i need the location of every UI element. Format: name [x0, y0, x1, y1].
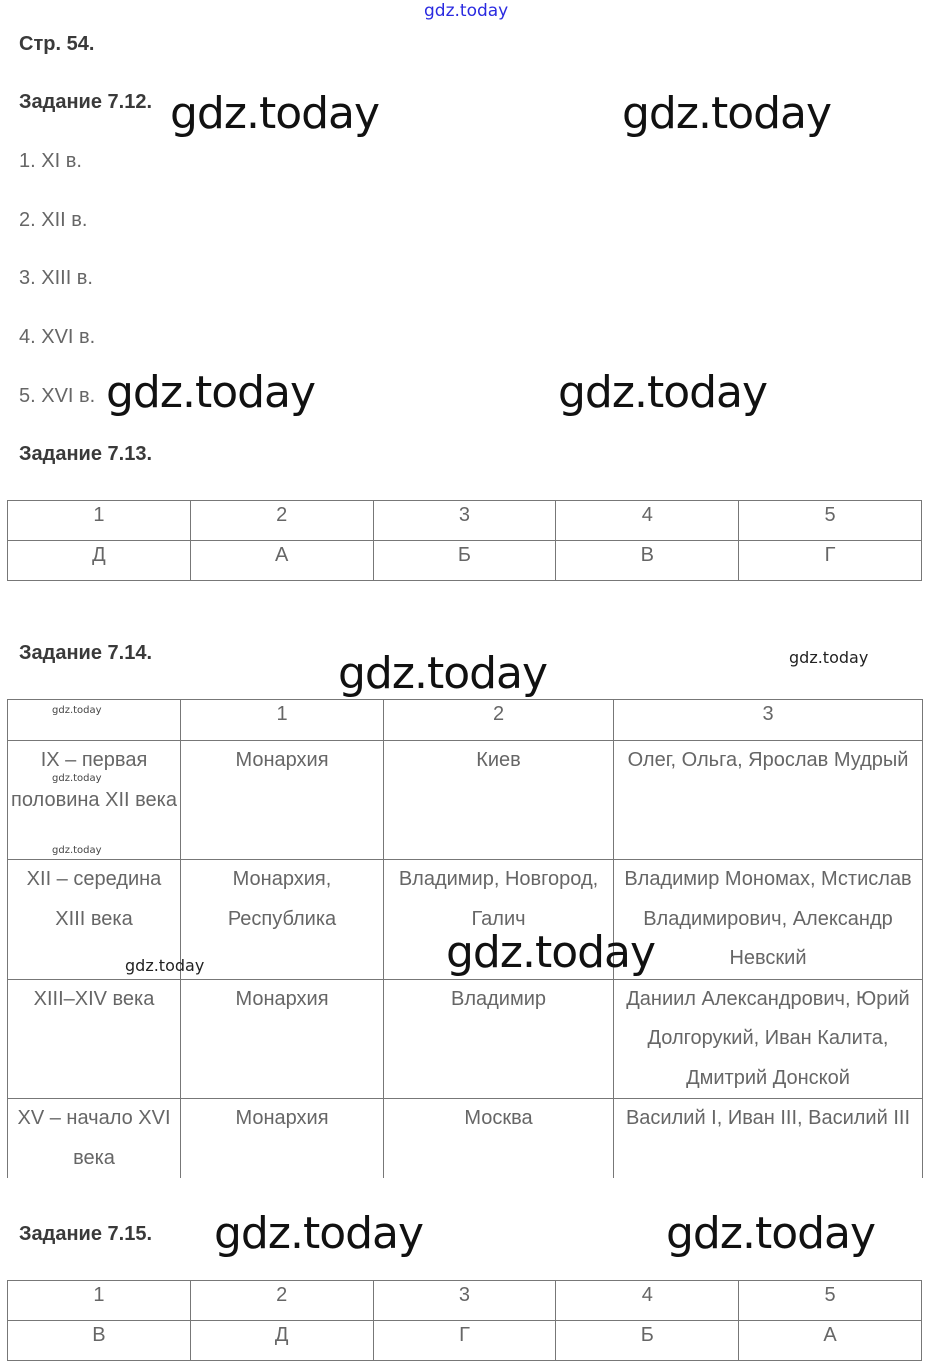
task-715-table: 1 2 3 4 5 В Д Г Б А [7, 1280, 922, 1361]
watermark: gdz.today [52, 845, 102, 856]
value-cell: Д [7, 540, 191, 581]
value-cell: Д [189, 1320, 374, 1361]
task-713-table: 1 2 3 4 5 Д А Б В Г [7, 500, 922, 581]
cell: Киев [383, 740, 614, 860]
list-item: 5. XVI в. [19, 385, 96, 407]
task-713-title: Задание 7.13. [19, 443, 153, 465]
header-cell: 4 [555, 500, 740, 541]
task-715-title: Задание 7.15. [19, 1223, 153, 1245]
watermark: gdz.today [622, 88, 832, 139]
list-item: 2. XII в. [19, 209, 88, 231]
value-cell: В [555, 540, 740, 581]
watermark: gdz.today [106, 367, 316, 418]
task-714-table: 1 2 3 IX – первая половина XII века Мона… [7, 699, 923, 1178]
value-cell: В [7, 1320, 191, 1361]
table-row: Д А Б В Г [7, 540, 922, 581]
header-cell: 2 [189, 500, 374, 541]
list-item: 3. XIII в. [19, 267, 93, 289]
header-cell: 3 [372, 500, 557, 541]
table-row: 1 2 3 4 5 [7, 500, 922, 541]
cell: Даниил Александрович, Юрий Долгорукий, И… [613, 978, 923, 1099]
watermark: gdz.today [789, 648, 869, 667]
table-row: 1 2 3 4 5 [7, 1280, 922, 1321]
watermark: gdz.today [125, 956, 205, 975]
value-cell: Г [372, 1320, 557, 1361]
task-714-title: Задание 7.14. [19, 642, 153, 664]
header-cell: 4 [555, 1280, 740, 1321]
task-712-title: Задание 7.12. [19, 91, 153, 113]
table-row: IX – первая половина XII века Монархия К… [7, 740, 923, 860]
cell: Владимир Мономах, Мстислав Владимирович,… [613, 859, 923, 980]
value-cell: Б [555, 1320, 740, 1361]
watermark: gdz.today [52, 773, 102, 784]
value-cell: Б [372, 540, 557, 581]
cell: Олег, Ольга, Ярослав Мудрый [613, 740, 923, 860]
table-row: XIII–XIV века Монархия Владимир Даниил А… [7, 978, 923, 1099]
header-cell: 1 [7, 1280, 191, 1321]
period-cell: IX – первая половина XII века [7, 740, 181, 860]
watermark: gdz.today [558, 367, 768, 418]
header-cell: 1 [180, 699, 384, 741]
watermark: gdz.today [52, 705, 102, 716]
cell: Монархия [180, 740, 384, 860]
watermark: gdz.today [446, 927, 656, 978]
cell: Москва [383, 1098, 614, 1178]
header-cell: 1 [7, 500, 191, 541]
table-row: В Д Г Б А [7, 1320, 922, 1361]
watermark: gdz.today [338, 648, 548, 699]
watermark: gdz.today [666, 1208, 876, 1259]
cell: Монархия, Республика [180, 859, 384, 980]
page-label: Стр. 54. [19, 33, 95, 55]
period-cell: XV – начало XVI века [7, 1098, 181, 1178]
header-cell: 2 [383, 699, 614, 741]
cell: Василий I, Иван III, Василий III [613, 1098, 923, 1178]
cell: Монархия [180, 1098, 384, 1178]
cell: Монархия [180, 978, 384, 1099]
cell: Владимир [383, 978, 614, 1099]
value-cell: А [738, 1320, 922, 1361]
table-row: XV – начало XVI века Монархия Москва Вас… [7, 1098, 923, 1178]
header-cell: 3 [613, 699, 923, 741]
value-cell: Г [738, 540, 922, 581]
watermark: gdz.today [170, 88, 380, 139]
watermark-top: gdz.today [424, 1, 509, 21]
watermark: gdz.today [214, 1208, 424, 1259]
list-item: 1. XI в. [19, 150, 82, 172]
header-cell: 5 [738, 1280, 922, 1321]
header-cell: 3 [372, 1280, 557, 1321]
table-row: 1 2 3 [7, 699, 923, 741]
list-item: 4. XVI в. [19, 326, 96, 348]
header-cell: 5 [738, 500, 922, 541]
value-cell: А [189, 540, 374, 581]
period-cell: XIII–XIV века [7, 978, 181, 1099]
header-cell: 2 [189, 1280, 374, 1321]
